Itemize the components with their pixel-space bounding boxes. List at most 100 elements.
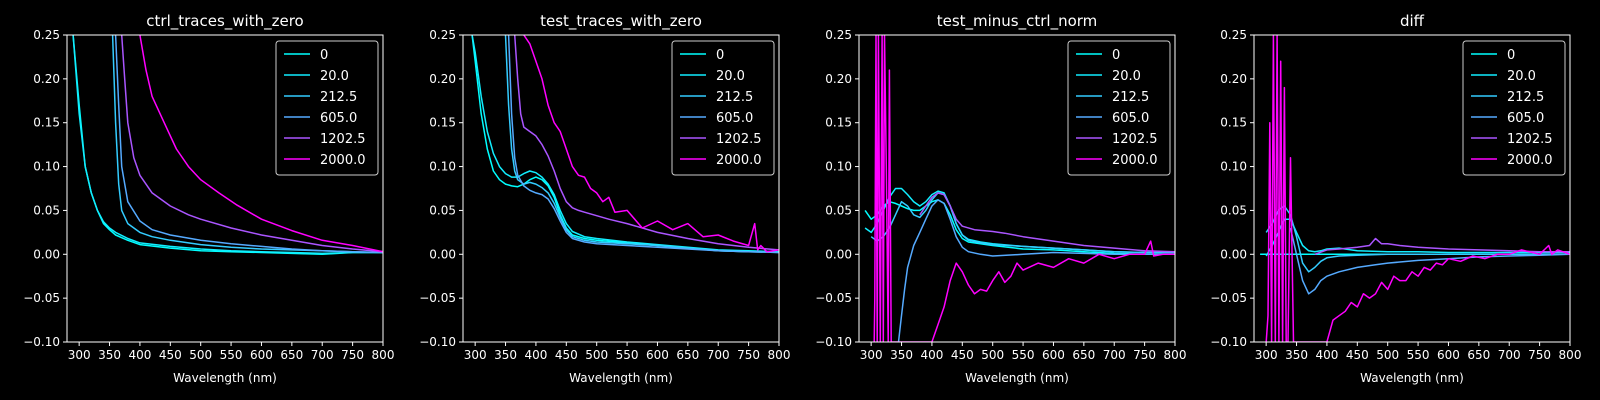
x-tick-label: 650: [1072, 348, 1095, 362]
plot-area: [864, 35, 1175, 342]
x-tick-label: 400: [524, 348, 547, 362]
x-tick-label: 500: [585, 348, 608, 362]
y-tick-label: 0.15: [429, 116, 456, 130]
y-tick-label: 0.00: [429, 247, 456, 261]
x-tick-label: 300: [1255, 348, 1278, 362]
series-line-4: [513, 35, 779, 251]
series-line-4: [120, 35, 383, 253]
x-tick-label: 400: [128, 348, 151, 362]
y-tick-label: 0.00: [33, 247, 60, 261]
axes-frame: [1253, 34, 1571, 343]
y-tick-label: 0.05: [429, 203, 456, 217]
x-tick-label: 600: [1437, 348, 1460, 362]
chart-panel-4: diff 300 350 400 450 500 550 600 650 700 750 800 −0.…: [1210, 12, 1581, 385]
y-tick-label: 0.15: [825, 116, 852, 130]
series-line-5: [139, 35, 383, 253]
legend-entry: 0: [1112, 48, 1120, 63]
x-tick-label: 750: [341, 348, 364, 362]
series-line-4: [1314, 237, 1570, 256]
x-axis-label: Wavelength (nm): [569, 371, 673, 385]
legend: 0 20.0 212.5 605.0 1202.5 2000.0: [275, 40, 379, 176]
x-tick-label: 750: [1133, 348, 1156, 362]
x-axis-label: Wavelength (nm): [173, 371, 277, 385]
y-tick-label: 0.10: [825, 160, 852, 174]
y-tick-label: 0.20: [825, 72, 852, 86]
chart-title: test_traces_with_zero: [540, 12, 702, 31]
x-tick-label: 350: [494, 348, 517, 362]
x-tick-label: 550: [1407, 348, 1430, 362]
x-tick-label: 300: [68, 348, 91, 362]
x-tick-label: 400: [920, 348, 943, 362]
y-tick-label: 0.25: [1220, 28, 1247, 42]
y-tick-label: 0.15: [33, 116, 60, 130]
x-tick-label: 600: [1042, 348, 1065, 362]
x-tick-label: 550: [616, 348, 639, 362]
x-tick-label: 750: [1528, 348, 1551, 362]
legend-entry: 212.5: [320, 90, 357, 105]
legend-entry: 212.5: [1112, 90, 1149, 105]
legend-entry: 2000.0: [1507, 153, 1553, 168]
legend-entry: 605.0: [1507, 111, 1544, 126]
x-tick-label: 350: [890, 348, 913, 362]
legend-entry: 605.0: [1112, 111, 1149, 126]
x-tick-label: 650: [676, 348, 699, 362]
legend-entry: 212.5: [1507, 90, 1544, 105]
series-line-4: [919, 192, 1175, 253]
x-tick-label: 450: [1346, 348, 1369, 362]
axes-frame: [858, 34, 1176, 343]
y-tick-label: 0.25: [825, 28, 852, 42]
y-tick-label: 0.25: [33, 28, 60, 42]
series-line-2: [870, 192, 1175, 254]
y-tick-label: 0.05: [33, 203, 60, 217]
x-tick-label: 700: [1498, 348, 1521, 362]
x-tick-label: 500: [1376, 348, 1399, 362]
x-tick-label: 450: [951, 348, 974, 362]
x-tick-label: 500: [981, 348, 1004, 362]
y-tick-label: 0.25: [429, 28, 456, 42]
series-line-5: [523, 35, 779, 253]
x-tick-label: 800: [1164, 348, 1187, 362]
x-tick-label: 350: [1285, 348, 1308, 362]
x-tick-label: 550: [220, 348, 243, 362]
y-tick-label: 0.10: [1220, 160, 1247, 174]
legend-entry: 20.0: [1112, 69, 1141, 84]
series-line-5: [873, 35, 1175, 342]
legend-entry: 20.0: [1507, 69, 1536, 84]
legend-entry: 0: [320, 48, 328, 63]
legend-entry: 212.5: [716, 90, 753, 105]
chart-title: test_minus_ctrl_norm: [937, 12, 1098, 31]
series-line-3: [114, 35, 383, 254]
axes-frame: [462, 34, 780, 343]
series-line-2: [504, 35, 779, 254]
y-tick-label: 0.15: [1220, 116, 1247, 130]
x-tick-label: 650: [1467, 348, 1490, 362]
series-line-3: [507, 35, 779, 254]
x-tick-label: 600: [646, 348, 669, 362]
y-tick-label: 0.00: [1220, 247, 1247, 261]
chart-panel-2: test_traces_with_zero 300 350 400 450 500 550 6…: [419, 12, 790, 385]
chart-title: diff: [1400, 12, 1425, 30]
legend-entry: 0: [1507, 48, 1515, 63]
series-line-1: [864, 187, 1175, 254]
legend-entry: 20.0: [716, 69, 745, 84]
y-tick-label: −0.05: [815, 291, 852, 305]
y-tick-label: −0.10: [419, 335, 456, 349]
x-tick-label: 750: [737, 348, 760, 362]
x-tick-label: 700: [1103, 348, 1126, 362]
y-tick-label: 0.00: [825, 247, 852, 261]
chart-panel-1: ctrl_traces_with_zero 300 350 400 450 500 550 6…: [23, 12, 394, 385]
legend-entry: 605.0: [320, 111, 357, 126]
legend: 0 20.0 212.5 605.0 1202.5 2000.0: [1462, 40, 1566, 176]
y-tick-label: −0.10: [1210, 335, 1247, 349]
x-tick-label: 800: [372, 348, 395, 362]
x-tick-label: 350: [98, 348, 121, 362]
legend: 0 20.0 212.5 605.0 1202.5 2000.0: [1067, 40, 1171, 176]
plot-area: [1260, 35, 1570, 342]
x-tick-label: 500: [189, 348, 212, 362]
legend-entry: 2000.0: [1112, 153, 1158, 168]
legend-entry: 1202.5: [1112, 132, 1158, 147]
y-tick-label: −0.05: [419, 291, 456, 305]
x-tick-label: 450: [555, 348, 578, 362]
y-tick-label: 0.05: [825, 203, 852, 217]
